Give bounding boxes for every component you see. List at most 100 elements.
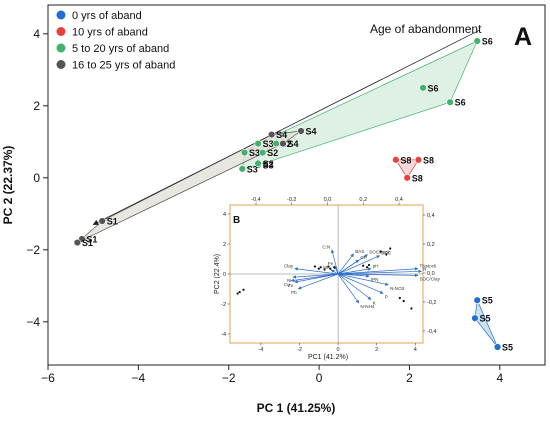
main-axes: −6 −4 −2 0 2 4 −4 −2 0 2 4 [26, 27, 503, 385]
loading-arrow-15 [338, 273, 389, 286]
y-tick-label-2: 0 [33, 171, 40, 185]
loading-arrow-8 [338, 269, 422, 275]
point-2-3 [254, 139, 262, 148]
point-label-0-0: S5 [482, 296, 493, 306]
loading-arrow-6 [338, 267, 372, 275]
loading-label-5: Clay [284, 264, 294, 269]
y-tick-label-1: −2 [26, 243, 40, 257]
point-3-2 [73, 238, 82, 247]
legend-marker-2 [56, 43, 66, 53]
point-label-2-6: S3 [247, 164, 258, 174]
loading-label-11: Ni [287, 278, 291, 283]
y-tick-label-3: 2 [33, 99, 40, 113]
legend: 0 yrs of aband 10 yrs of aband 5 to 20 yrs… [56, 10, 175, 72]
loading-label-17: K [373, 301, 377, 306]
loading-arrow-1 [337, 253, 354, 275]
panel-letter-b: B [233, 215, 240, 226]
x-axis-label: PC 1 (41.25%) [257, 401, 336, 415]
inset-biplot: -4 -2 0 2 4 -4 -2 0 2 4 -0,4 -0,2 0,0 0,2 0,4 0,4 0,2 0,0… [214, 197, 441, 361]
point-label-0-1: S5 [479, 314, 490, 324]
inset-right-tick-label-4: -0,4 [427, 329, 436, 335]
y-tick-label-0: −4 [26, 315, 40, 329]
inset-score-11 [365, 266, 369, 269]
inset-y-tick-label-4: 4 [223, 212, 226, 218]
point-2-6 [238, 165, 246, 173]
y-axis-label: PC 2 (22.37%) [1, 146, 15, 225]
inset-score-17 [402, 299, 405, 303]
inset-x-axis-label: PC1 (41.2%) [308, 354, 348, 361]
point-0-2 [493, 343, 502, 351]
point-0-0 [473, 296, 481, 304]
inset-score-2 [242, 288, 245, 291]
inset-x-tick-label-3: 2 [375, 347, 378, 353]
point-2-0 [473, 37, 481, 45]
inset-score-14 [379, 250, 382, 253]
point-3-5 [279, 139, 287, 148]
point-label-3-3: S4 [276, 130, 287, 140]
point-label-3-4: S4 [306, 127, 317, 137]
point-label-2-2: S6 [455, 98, 466, 108]
inset-y-tick-label-1: -2 [221, 302, 226, 308]
loading-arrow-20 [330, 269, 339, 275]
hull-0 [474, 298, 498, 348]
loading-label-6: pH [373, 264, 379, 269]
loading-arrow-9 [338, 273, 419, 278]
legend-marker-0 [56, 10, 66, 20]
x-tick-label-1: −4 [132, 371, 146, 385]
point-1-0 [392, 156, 400, 164]
inset-score-15 [385, 253, 388, 256]
legend-label-3: 16 to 25 yrs of aband [72, 60, 175, 72]
legend-label-1: 10 yrs of aband [72, 27, 148, 39]
loading-arrow-0 [330, 249, 339, 275]
loading-label-19: Fe [328, 261, 334, 266]
inset-score-4 [317, 267, 320, 270]
legend-marker-3 [56, 60, 66, 69]
legend-label-2: 5 to 20 yrs of aband [72, 43, 169, 55]
point-label-3-5: S4 [287, 139, 298, 149]
loading-arrow-11 [292, 273, 339, 279]
point-2-4 [240, 148, 249, 157]
point-2-2 [446, 98, 454, 106]
inset-score-9 [333, 266, 336, 269]
point-label-2-4: S3 [249, 148, 260, 158]
loading-label-18: N-NH4 [360, 304, 374, 309]
inset-right-tick-label-1: 0,2 [427, 242, 435, 248]
inset-score-16 [398, 296, 401, 300]
loading-label-16: P [385, 294, 388, 299]
point-2-9 [254, 159, 262, 168]
inset-score-0 [238, 290, 241, 294]
point-label-3-1: S1 [86, 235, 97, 245]
hull-1 [395, 159, 420, 179]
inset-score-8 [329, 267, 332, 270]
inset-score-1 [236, 292, 239, 295]
inset-score-3 [313, 265, 317, 268]
loading-label-10: IPN [371, 277, 379, 282]
inset-right-tick-label-3: -0,2 [427, 300, 436, 306]
age-of-abandonment-arrow [92, 29, 480, 225]
inset-top-tick-label-0: -0,4 [251, 197, 260, 203]
loading-label-4: CP [360, 255, 366, 260]
point-3-4 [297, 127, 305, 135]
inset-score-18 [410, 307, 413, 310]
inset-x-tick-label-2: 0 [337, 347, 340, 353]
panel-letter-a: A [514, 23, 532, 51]
main-score-points: S5S5S5S8S8S8S6S6S6S3S3S3S3S2S2S2S1S1S1S4… [73, 37, 513, 353]
point-label-2-7: S2 [267, 148, 278, 158]
point-2-7 [258, 148, 267, 157]
inset-score-7 [327, 265, 330, 268]
inset-score-6 [323, 268, 326, 271]
point-1-2 [403, 174, 411, 182]
age-of-abandonment-label: Age of abandonment [370, 22, 482, 36]
loading-label-12: Cu [284, 282, 290, 287]
point-0-1 [471, 314, 479, 322]
legend-label-0: 0 yrs of aband [72, 10, 142, 22]
y-tick-label-4: 4 [33, 27, 40, 41]
point-label-1-1: S8 [423, 155, 434, 165]
inset-top-tick-label-3: 0,2 [359, 197, 367, 203]
point-label-2-9: S2 [263, 159, 274, 169]
point-label-2-1: S6 [428, 83, 439, 93]
inset-x-tick-label-4: 4 [414, 347, 417, 353]
inset-y-axis-label: PC2 (22.4%) [214, 254, 221, 294]
loading-arrow-5 [294, 267, 339, 275]
